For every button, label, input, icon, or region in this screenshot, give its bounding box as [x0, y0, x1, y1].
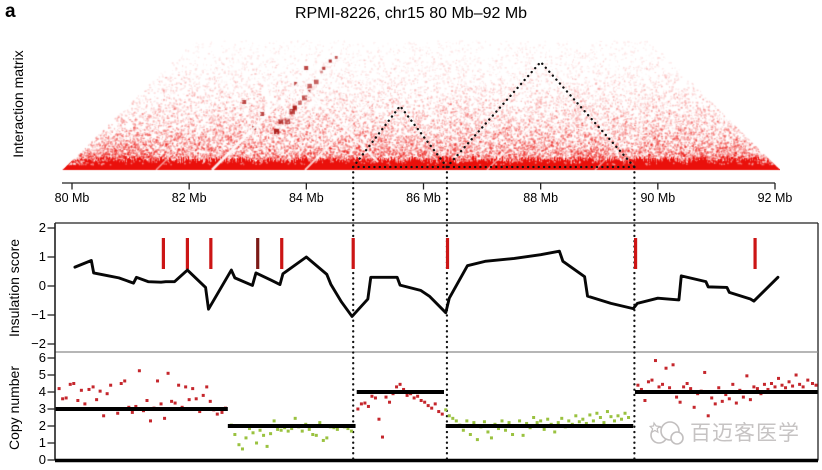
copy-number-y-tick-label: 6 [38, 350, 46, 365]
hic-interaction-matrix-heatmap [62, 36, 780, 172]
panel-letter: a [5, 1, 16, 22]
watermark-text: 百迈客医学 [690, 422, 800, 445]
x-tick-label: 84 Mb [288, 191, 324, 205]
axes-and-borders [47, 182, 819, 463]
x-tick-label: 88 Mb [523, 191, 559, 205]
insulation-score-curve [73, 249, 780, 318]
x-tick-label: 86 Mb [406, 191, 441, 205]
matrix-y-axis-label: Interaction matrix [10, 50, 26, 158]
x-tick-label: 92 Mb [757, 191, 793, 205]
figure-title: RPMI-8226, chr15 80 Mb–92 Mb [294, 5, 528, 22]
insulation-y-tick-label: −1 [31, 307, 46, 322]
tad-boundary-red-ticks [161, 238, 757, 269]
copy-number-y-tick-label: 5 [38, 367, 46, 382]
insulation-y-tick-label: −2 [31, 336, 46, 351]
copy-number-y-tick-label: 3 [38, 401, 46, 416]
x-tick-label: 80 Mb [54, 191, 90, 205]
highlighted-domain-dotted-outlines [352, 60, 636, 462]
insulation-y-tick-label: 0 [38, 278, 46, 293]
insulation-y-tick-label: 1 [38, 249, 46, 264]
watermark: 百迈客医学 [646, 415, 800, 449]
cloud-logo-icon [648, 421, 684, 445]
copy-number-y-tick-label: 0 [38, 452, 46, 467]
copy-number-y-tick-label: 2 [38, 418, 46, 433]
copy-number-y-tick-label: 4 [38, 384, 46, 399]
x-tick-label: 90 Mb [640, 191, 676, 205]
insulation-y-tick-label: 2 [38, 220, 46, 235]
copy-number-y-tick-label: 1 [38, 435, 46, 450]
copy-number-scatter [55, 359, 818, 451]
x-tick-label: 82 Mb [171, 191, 207, 205]
